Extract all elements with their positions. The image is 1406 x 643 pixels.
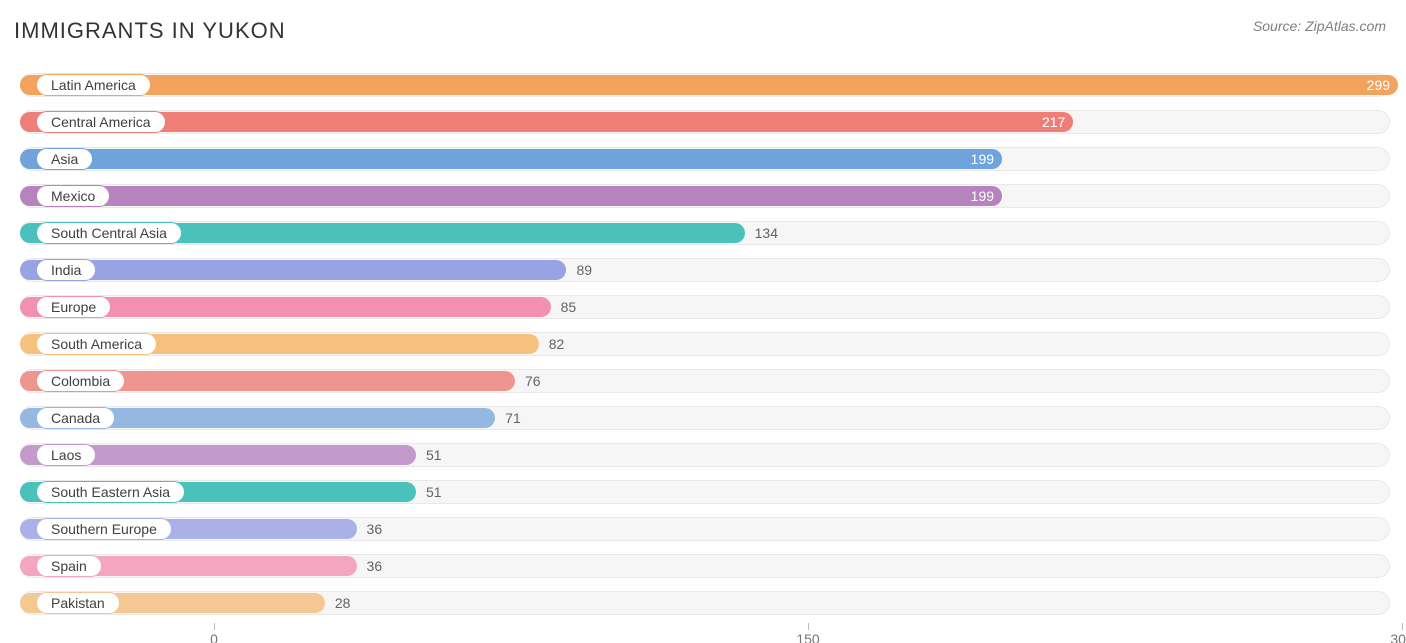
bar-value: 134 [755,225,778,241]
bar-value: 51 [426,447,442,463]
bar-row: Canada 71 [14,401,1396,435]
bar-label-pill: India [36,259,96,281]
bar-value: 199 [971,151,994,167]
bar [20,112,1073,132]
bar [20,149,1002,169]
page-title: IMMIGRANTS IN YUKON [14,18,286,44]
bar-label-pill: Pakistan [36,592,120,614]
bar [20,75,1398,95]
x-tick-label: 300 [1390,631,1406,643]
bar-label-pill: Mexico [36,185,110,207]
bar-label-pill: Laos [36,444,96,466]
x-tick [1402,623,1403,630]
bar-row: Colombia 76 [14,364,1396,398]
bar-value: 89 [576,262,592,278]
bars-group: Latin America 299 Central America 217 Asia 19… [14,68,1396,620]
bar-row: Southern Europe 36 [14,512,1396,546]
bar-row: Central America 217 [14,105,1396,139]
bar-row: Mexico 199 [14,179,1396,213]
bar-row: South Central Asia 134 [14,216,1396,250]
x-tick [808,623,809,630]
bar-label-pill: South America [36,333,157,355]
bar-value: 36 [367,558,383,574]
bar-row: Laos 51 [14,438,1396,472]
bar-label-pill: Colombia [36,370,125,392]
bar-value: 217 [1042,114,1065,130]
bar-label-pill: Central America [36,111,166,133]
source-attribution: Source: ZipAtlas.com [1253,18,1386,34]
bar-label-pill: Asia [36,148,93,170]
bar-value: 82 [549,336,565,352]
bar-label-pill: Latin America [36,74,151,96]
bar-label-pill: South Central Asia [36,222,182,244]
bar-label-pill: Europe [36,296,111,318]
bar-label-pill: South Eastern Asia [36,481,185,503]
chart-area: Latin America 299 Central America 217 Asia 19… [14,68,1396,643]
bar-value: 71 [505,410,521,426]
bar-value: 85 [561,299,577,315]
bar-row: South America 82 [14,327,1396,361]
header: IMMIGRANTS IN YUKON Source: ZipAtlas.com [14,18,1396,44]
x-tick-label: 0 [210,631,218,643]
bar-label-pill: Canada [36,407,115,429]
bar-value: 199 [971,188,994,204]
bar-row: Latin America 299 [14,68,1396,102]
x-tick [214,623,215,630]
bar-row: India 89 [14,253,1396,287]
bar-row: Pakistan 28 [14,586,1396,620]
bar [20,186,1002,206]
bar-row: Spain 36 [14,549,1396,583]
bar-label-pill: Southern Europe [36,518,172,540]
bar-label-pill: Spain [36,555,102,577]
bar-value: 28 [335,595,351,611]
bar-value: 299 [1367,77,1390,93]
bar-value: 36 [367,521,383,537]
bar-row: Asia 199 [14,142,1396,176]
x-axis: 0150300 [14,623,1396,643]
bar-value: 76 [525,373,541,389]
bar-value: 51 [426,484,442,500]
x-tick-label: 150 [796,631,819,643]
bar [20,260,566,280]
chart-container: IMMIGRANTS IN YUKON Source: ZipAtlas.com… [0,0,1406,643]
bar-row: Europe 85 [14,290,1396,324]
bar-row: South Eastern Asia 51 [14,475,1396,509]
